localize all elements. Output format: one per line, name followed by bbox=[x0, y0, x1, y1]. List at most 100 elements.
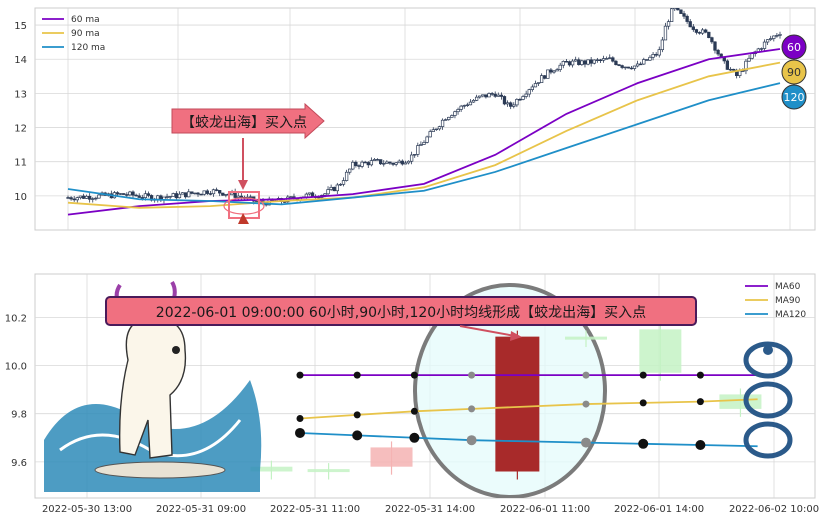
bottom-ytick-label: 10.0 bbox=[5, 362, 27, 373]
top-candle-body bbox=[673, 8, 677, 10]
top-candle-body bbox=[341, 180, 346, 185]
top-candle-body bbox=[177, 193, 182, 199]
top-callout-pointer-head bbox=[238, 180, 248, 190]
bottom-panel: 9.6 9.8 10.0 10.2 2022-05-30 13:00 2022-05-31… bbox=[5, 273, 819, 515]
bottom-ma-dot bbox=[352, 430, 363, 441]
top-ytick-label: 14 bbox=[14, 55, 27, 66]
top-ma-tag-text: 60 bbox=[787, 41, 801, 54]
surfboard bbox=[94, 461, 226, 479]
top-candle-body bbox=[691, 26, 695, 30]
top-candle-body bbox=[329, 186, 333, 190]
bottom-ma-dot bbox=[410, 371, 418, 379]
top-candle-body bbox=[598, 59, 603, 62]
top-candle-body bbox=[632, 65, 637, 69]
top-candle-body bbox=[518, 99, 522, 101]
top-candle-body bbox=[289, 196, 293, 198]
top-candle-body bbox=[546, 69, 550, 79]
top-candle-body bbox=[437, 126, 442, 130]
top-candle-body bbox=[487, 93, 491, 98]
top-candle-body bbox=[685, 15, 689, 22]
top-candle-body bbox=[118, 193, 123, 195]
bottom-xtick-label: 2022-06-01 14:00 bbox=[614, 504, 704, 515]
top-candle-body bbox=[283, 201, 287, 203]
top-candle-body bbox=[614, 60, 618, 66]
top-candle-body bbox=[125, 194, 129, 196]
top-ma-line-60-ma bbox=[67, 48, 781, 216]
bottom-xtick-label: 2022-06-02 10:00 bbox=[729, 504, 819, 515]
top-candle-body bbox=[196, 192, 200, 195]
top-candle-body bbox=[731, 68, 736, 71]
bottom-ma-dot bbox=[695, 440, 706, 451]
top-candle-body bbox=[248, 196, 253, 198]
bottom-candle-body bbox=[370, 447, 413, 467]
top-candle-body bbox=[716, 49, 720, 55]
top-candle-body bbox=[115, 192, 120, 195]
top-candle-body bbox=[193, 192, 197, 195]
top-candle-body bbox=[635, 63, 640, 67]
top-candle-body bbox=[369, 160, 374, 166]
top-candle-body bbox=[199, 193, 203, 196]
top-candle-body bbox=[447, 116, 451, 120]
top-candle-body bbox=[762, 41, 767, 49]
bottom-callout-pointer bbox=[459, 325, 516, 337]
top-candle-body bbox=[707, 31, 711, 38]
top-candle-body bbox=[211, 189, 216, 195]
top-candle-body bbox=[450, 115, 454, 118]
bottom-ytick-label: 10.2 bbox=[5, 313, 27, 324]
top-candle-body bbox=[335, 184, 339, 192]
top-candle-body bbox=[456, 109, 460, 113]
top-candle-body bbox=[521, 96, 525, 100]
bottom-ma-dot bbox=[410, 407, 418, 415]
top-candle-body bbox=[403, 162, 408, 165]
top-ma-tag-circle bbox=[781, 59, 807, 85]
top-candle-body bbox=[84, 195, 89, 199]
top-candle-body bbox=[648, 56, 652, 61]
top-buy-ellipse bbox=[223, 197, 265, 215]
top-candle-body bbox=[137, 195, 141, 198]
dog-nose bbox=[172, 346, 180, 354]
top-candle-body bbox=[713, 41, 717, 51]
top-candle-body bbox=[651, 54, 655, 58]
top-candle-body bbox=[91, 198, 95, 200]
top-candle-body bbox=[555, 69, 559, 72]
top-candle-body bbox=[697, 32, 702, 34]
top-candle-body bbox=[75, 197, 79, 201]
top-candle-body bbox=[561, 61, 565, 66]
bottom-candle-body bbox=[250, 466, 293, 472]
top-candle-body bbox=[527, 89, 531, 95]
top-candle-body bbox=[122, 193, 126, 195]
top-buy-triangle bbox=[238, 213, 249, 224]
bottom-xtick-label: 2022-06-01 11:00 bbox=[500, 504, 590, 515]
top-panel: 10 11 12 13 14 15 60 ma 90 ma 120 ma 60 90 120 【蛟龙出海… bbox=[14, 7, 816, 231]
top-candle-body bbox=[710, 37, 714, 43]
bottom-ma-dot bbox=[468, 405, 476, 413]
top-candle-body bbox=[434, 128, 439, 131]
top-candle-body bbox=[567, 61, 572, 66]
bottom-callout-pointer-head bbox=[510, 331, 522, 341]
bottom-legend: MA60 MA90 MA120 bbox=[745, 282, 806, 320]
bottom-xtick-label: 2022-05-31 11:00 bbox=[270, 504, 360, 515]
top-candle-body bbox=[406, 160, 411, 164]
top-candle-body bbox=[205, 190, 209, 194]
top-candle-body bbox=[174, 193, 178, 199]
bottom-candle-body bbox=[719, 394, 762, 409]
top-candle-body bbox=[496, 94, 500, 97]
top-candle-body bbox=[601, 58, 606, 61]
top-candle-body bbox=[719, 53, 723, 58]
top-callout-text: 【蛟龙出海】买入点 bbox=[181, 115, 307, 131]
top-ma-line-120-ma bbox=[67, 82, 781, 206]
top-candle-body bbox=[738, 70, 742, 77]
top-candle-body bbox=[484, 94, 488, 98]
top-candle-body bbox=[78, 195, 83, 199]
top-candle-body bbox=[499, 94, 504, 97]
top-candle-body bbox=[171, 193, 175, 197]
top-candle-body bbox=[586, 59, 590, 65]
top-ytick-label: 12 bbox=[14, 124, 27, 135]
top-candle-body bbox=[459, 105, 463, 110]
top-candle-body bbox=[509, 102, 513, 107]
top-candle-body bbox=[595, 59, 600, 62]
bottom-legend-label: MA60 bbox=[775, 282, 801, 292]
top-candle-body bbox=[505, 102, 510, 105]
top-candle-body bbox=[304, 193, 309, 198]
